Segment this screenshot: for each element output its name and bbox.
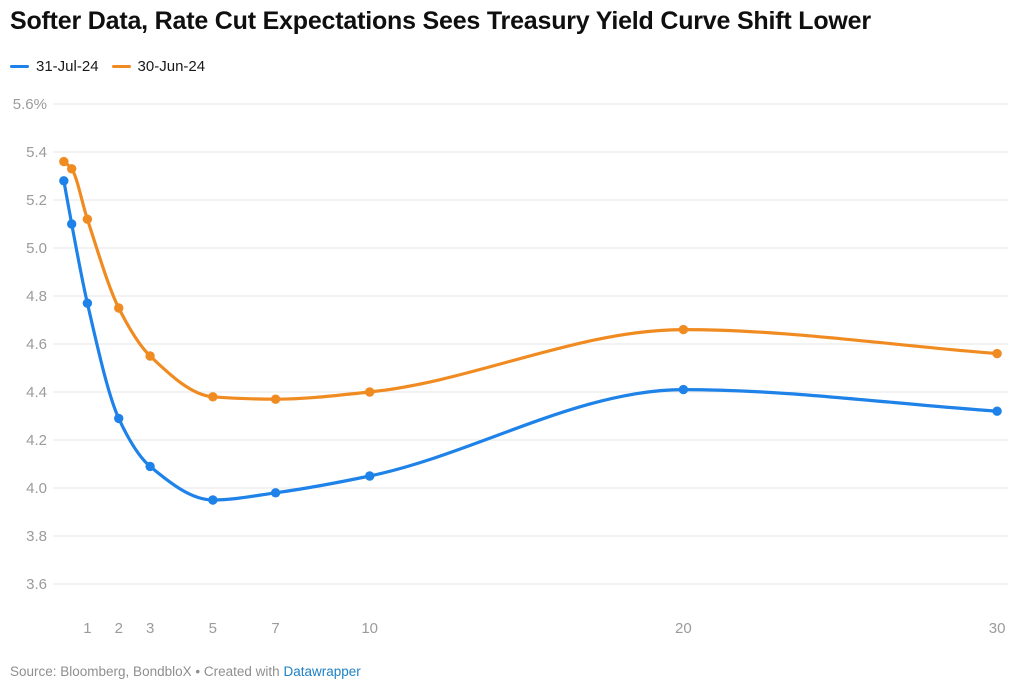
series-point-31-Jul-24[interactable] xyxy=(678,384,689,395)
y-tick-label: 4.4 xyxy=(26,384,47,401)
y-tick-label: 5.0 xyxy=(26,240,47,257)
series-point-30-Jun-24[interactable] xyxy=(114,303,124,313)
datawrapper-link[interactable]: Datawrapper xyxy=(283,664,361,679)
x-tick-label: 5 xyxy=(209,620,217,637)
x-tick-label: 1 xyxy=(83,620,91,637)
series-point-31-Jul-24[interactable] xyxy=(59,176,69,186)
legend: 31-Jul-24 30-Jun-24 xyxy=(10,58,205,75)
series-point-31-Jul-24[interactable] xyxy=(992,406,1002,416)
y-tick-label: 3.6 xyxy=(26,576,47,593)
series-point-30-Jun-24[interactable] xyxy=(678,324,689,335)
x-tick-label: 7 xyxy=(271,620,279,637)
y-tick-label: 4.2 xyxy=(26,432,47,449)
series-point-30-Jun-24[interactable] xyxy=(270,394,281,404)
x-tick-label: 20 xyxy=(675,620,692,637)
y-tick-label: 5.4 xyxy=(26,144,47,161)
series-point-30-Jun-24[interactable] xyxy=(82,214,93,224)
separator-dot: • xyxy=(195,664,201,679)
series-point-31-Jul-24[interactable] xyxy=(365,471,375,481)
source-text: Source: Bloomberg, BondbloX xyxy=(10,664,192,679)
series-point-30-Jun-24[interactable] xyxy=(365,387,375,397)
created-with-text: Created with xyxy=(203,664,280,679)
series-point-30-Jun-24[interactable] xyxy=(145,351,155,361)
series-point-30-Jun-24[interactable] xyxy=(208,392,218,402)
series-point-31-Jul-24[interactable] xyxy=(114,413,124,424)
series-line-30-Jun-24 xyxy=(62,160,999,401)
series-point-31-Jul-24[interactable] xyxy=(82,298,93,308)
x-tick-label: 2 xyxy=(115,620,123,637)
chart-footer: Source: Bloomberg, BondbloX • Created wi… xyxy=(10,664,361,679)
series-point-31-Jul-24[interactable] xyxy=(66,219,77,229)
legend-line-swatch-icon xyxy=(111,65,131,68)
series-point-30-Jun-24[interactable] xyxy=(992,348,1002,359)
y-tick-label: 3.8 xyxy=(26,528,47,545)
legend-item-31-jul-24: 31-Jul-24 xyxy=(10,58,99,75)
legend-item-30-jun-24: 30-Jun-24 xyxy=(111,58,206,75)
series-point-31-Jul-24[interactable] xyxy=(145,461,155,472)
y-tick-label: 4.0 xyxy=(26,480,47,497)
y-tick-label: 4.8 xyxy=(26,288,47,305)
y-tick-label: 5.6% xyxy=(13,96,47,113)
series-point-31-Jul-24[interactable] xyxy=(270,488,281,498)
legend-label: 30-Jun-24 xyxy=(137,58,206,75)
chart-title: Softer Data, Rate Cut Expectations Sees … xyxy=(10,7,871,35)
x-tick-label: 3 xyxy=(146,620,154,637)
legend-line-swatch-icon xyxy=(10,65,29,68)
y-tick-label: 5.2 xyxy=(26,192,47,209)
y-tick-label: 4.6 xyxy=(26,336,47,353)
legend-label: 31-Jul-24 xyxy=(36,58,99,75)
series-point-31-Jul-24[interactable] xyxy=(208,495,218,505)
series-point-30-Jun-24[interactable] xyxy=(59,156,69,167)
x-tick-label: 30 xyxy=(989,620,1006,637)
x-tick-label: 10 xyxy=(361,620,378,637)
series-point-30-Jun-24[interactable] xyxy=(66,164,77,174)
